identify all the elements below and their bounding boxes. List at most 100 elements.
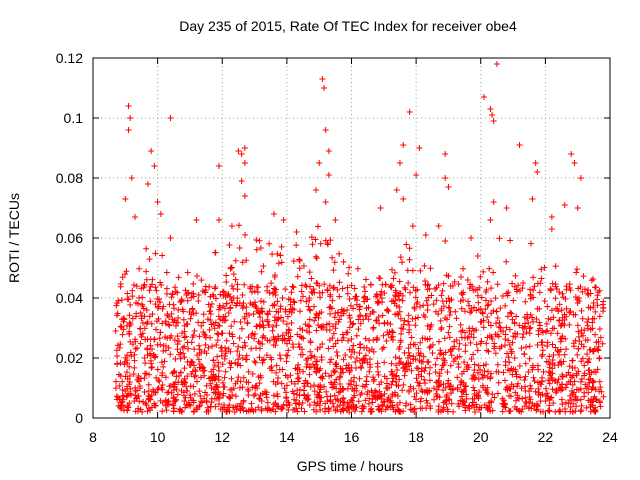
outlier-point (228, 223, 235, 229)
data-point (444, 369, 451, 376)
data-point (238, 325, 245, 332)
data-point (149, 364, 156, 371)
data-point (392, 293, 399, 300)
data-point (466, 333, 473, 340)
data-point (421, 376, 428, 383)
data-point (559, 373, 566, 380)
data-point (275, 315, 282, 322)
data-point (269, 405, 276, 412)
data-point (334, 286, 341, 293)
data-point (516, 363, 523, 370)
data-point (181, 379, 188, 386)
data-point (415, 345, 422, 352)
data-point (159, 370, 166, 377)
data-point (362, 276, 369, 283)
data-point (525, 368, 532, 375)
data-point (219, 406, 226, 413)
data-point (486, 399, 493, 406)
data-point (474, 252, 481, 259)
data-point (552, 283, 559, 290)
outlier-point (122, 196, 129, 202)
data-point (236, 403, 243, 410)
data-point (550, 351, 557, 358)
data-point (139, 330, 146, 337)
outlier-point (154, 199, 161, 205)
outlier-point (480, 94, 487, 100)
data-point (350, 320, 357, 327)
data-point (165, 344, 172, 351)
data-point (596, 399, 603, 406)
data-point (255, 374, 262, 381)
data-point (350, 342, 357, 349)
data-point (362, 335, 369, 342)
x-tick-label: 10 (150, 429, 166, 445)
data-point (374, 336, 381, 343)
data-point (355, 326, 362, 333)
data-point (245, 334, 252, 341)
data-point (262, 405, 269, 412)
data-point (114, 360, 121, 367)
data-point (275, 309, 282, 316)
data-point (475, 299, 482, 306)
data-point (406, 363, 413, 370)
data-point (271, 317, 278, 324)
data-point (364, 388, 371, 395)
data-point (274, 379, 281, 386)
data-point (452, 355, 459, 362)
data-point (421, 389, 428, 396)
data-point (411, 406, 418, 413)
data-point (443, 316, 450, 323)
data-point (563, 283, 570, 290)
data-point (170, 395, 177, 402)
data-point (152, 301, 159, 308)
data-point (197, 374, 204, 381)
data-point (263, 389, 270, 396)
data-point (572, 408, 579, 415)
data-point (114, 353, 121, 360)
data-point (134, 394, 141, 401)
data-point (563, 305, 570, 312)
data-point (256, 380, 263, 387)
data-point (392, 373, 399, 380)
data-point (546, 407, 553, 414)
data-point (383, 375, 390, 382)
data-point (474, 369, 481, 376)
data-point (567, 403, 574, 410)
data-point (163, 407, 170, 414)
data-point (432, 361, 439, 368)
data-point (187, 315, 194, 322)
data-point (484, 314, 491, 321)
data-point (405, 312, 412, 319)
data-point (597, 403, 604, 410)
data-point (181, 328, 188, 335)
data-point (228, 323, 235, 330)
data-point (379, 345, 386, 352)
data-point (326, 359, 333, 366)
data-point (305, 392, 312, 399)
data-point (120, 393, 127, 400)
data-point (288, 378, 295, 385)
data-point (125, 296, 132, 303)
data-point (484, 334, 491, 341)
data-point (381, 290, 388, 297)
data-point (354, 265, 361, 272)
data-point (198, 322, 205, 329)
data-point (146, 313, 153, 320)
y-tick-label: 0 (75, 410, 83, 426)
data-point (339, 285, 346, 292)
data-point (462, 342, 469, 349)
data-point (253, 246, 260, 253)
data-point (318, 354, 325, 361)
data-point (562, 335, 569, 342)
data-point (479, 310, 486, 317)
data-point (212, 249, 219, 256)
data-point (341, 399, 348, 406)
data-point (214, 353, 221, 360)
data-point (187, 394, 194, 401)
data-point (272, 291, 279, 298)
data-point (500, 403, 507, 410)
data-point (128, 353, 135, 360)
data-point (200, 329, 207, 336)
data-point (181, 398, 188, 405)
data-point (191, 327, 198, 334)
